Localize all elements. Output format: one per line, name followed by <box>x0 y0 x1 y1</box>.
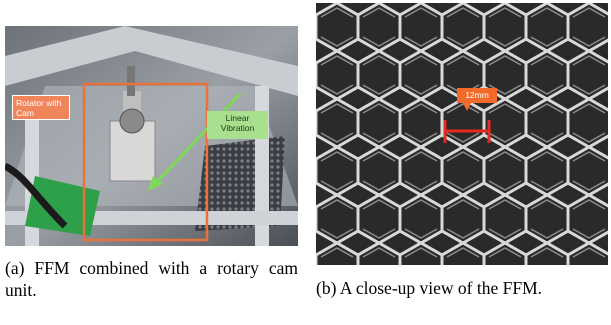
figure-b: 12mm <box>316 3 608 265</box>
caption-b: (b) A close-up view of the FFM. <box>316 277 608 299</box>
page: Rotator with Cam Linear Vibration 12mm (… <box>0 0 611 325</box>
annotation-vibration: Linear Vibration <box>207 111 268 139</box>
caption-a: (a) FFM combined with a rotary cam unit. <box>5 257 298 301</box>
photo-b <box>316 3 608 265</box>
annotation-scale: 12mm <box>457 88 497 103</box>
annotation-rotator: Rotator with Cam <box>12 95 70 120</box>
figure-a: Rotator with Cam Linear Vibration <box>5 26 298 246</box>
